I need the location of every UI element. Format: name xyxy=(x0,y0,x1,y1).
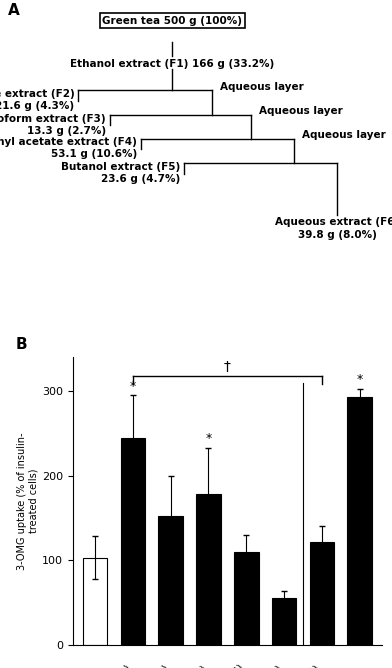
Bar xyxy=(272,598,296,645)
Text: Green tea 500 g (100%): Green tea 500 g (100%) xyxy=(102,16,243,26)
Bar xyxy=(158,516,183,645)
Text: *: * xyxy=(205,432,212,446)
Text: 39.8 g (8.0%): 39.8 g (8.0%) xyxy=(298,230,377,240)
Text: 23.6 g (4.7%): 23.6 g (4.7%) xyxy=(101,174,180,184)
Y-axis label: 3-OMG uptake (% of insulin-
treated cells): 3-OMG uptake (% of insulin- treated cell… xyxy=(17,432,39,570)
Text: Butanol extract (F5): Butanol extract (F5) xyxy=(203,663,284,668)
Bar xyxy=(196,494,221,645)
Text: Butanol extract (F5): Butanol extract (F5) xyxy=(61,162,180,172)
Text: B: B xyxy=(15,337,27,352)
Text: 13.3 g (2.7%): 13.3 g (2.7%) xyxy=(27,126,106,136)
Text: Aqueous extract (F6): Aqueous extract (F6) xyxy=(238,663,322,668)
Text: Aqueous extract (F6): Aqueous extract (F6) xyxy=(275,217,392,227)
Text: Aqueous layer: Aqueous layer xyxy=(220,82,303,92)
Bar xyxy=(121,438,145,645)
Bar xyxy=(310,542,334,645)
Bar xyxy=(83,558,107,645)
Text: A: A xyxy=(8,3,20,19)
Text: Chloroform extract (F3): Chloroform extract (F3) xyxy=(115,663,209,668)
Text: Chloroform extract (F3): Chloroform extract (F3) xyxy=(0,114,106,124)
Text: Hexane extract (F2): Hexane extract (F2) xyxy=(91,663,171,668)
Text: *: * xyxy=(356,373,363,386)
Text: Hexane extract (F2): Hexane extract (F2) xyxy=(0,89,74,99)
Text: Ethyl acetate extract (F4): Ethyl acetate extract (F4) xyxy=(145,663,246,668)
Text: 21.6 g (4.3%): 21.6 g (4.3%) xyxy=(0,101,74,111)
Text: Ethyl acetate extract (F4): Ethyl acetate extract (F4) xyxy=(0,137,137,147)
Text: *: * xyxy=(130,380,136,393)
Bar xyxy=(234,552,258,645)
Text: Ethanol extract (F1): Ethanol extract (F1) xyxy=(53,663,133,668)
Text: †: † xyxy=(224,359,231,373)
Text: Aqueous layer: Aqueous layer xyxy=(259,106,343,116)
Text: Ethanol extract (F1) 166 g (33.2%): Ethanol extract (F1) 166 g (33.2%) xyxy=(70,59,275,69)
Text: Aqueous layer: Aqueous layer xyxy=(302,130,386,140)
Text: 53.1 g (10.6%): 53.1 g (10.6%) xyxy=(51,150,137,160)
Bar xyxy=(347,397,372,645)
